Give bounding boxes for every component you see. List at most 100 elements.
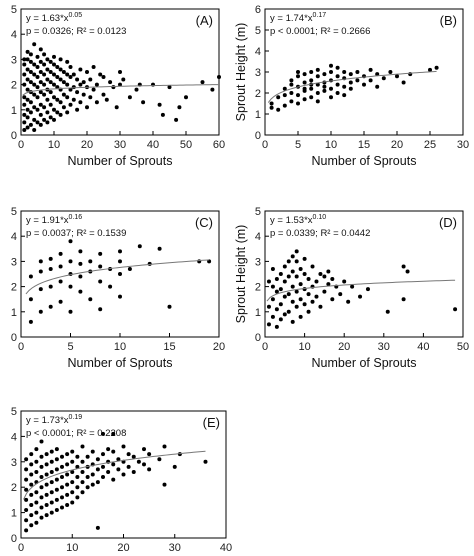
data-point	[101, 92, 106, 97]
x-tick-label: 10	[298, 341, 310, 353]
data-point	[60, 505, 64, 510]
data-point	[104, 97, 109, 102]
data-point	[32, 127, 37, 132]
fit-statistics: p < 0.0001; R² = 0.2666	[270, 26, 370, 37]
data-point	[35, 120, 40, 125]
data-point	[35, 75, 40, 80]
data-point	[38, 269, 43, 274]
data-point	[68, 87, 73, 92]
data-point	[35, 64, 40, 69]
fit-equation: y = 1.74*x0.17	[270, 12, 326, 24]
data-point	[101, 452, 105, 457]
x-tick-label: 10	[325, 139, 337, 151]
data-point	[48, 304, 53, 309]
data-point	[322, 84, 327, 89]
data-point	[49, 480, 54, 485]
fit-curve	[23, 450, 206, 500]
data-point	[39, 464, 44, 469]
data-point	[28, 70, 33, 74]
data-point	[302, 97, 307, 102]
fit-statistics: p < 0.0001; R² = 0.2208	[26, 428, 126, 439]
x-tick-label: 20	[81, 139, 93, 151]
data-point	[24, 457, 29, 462]
fit-curve	[267, 70, 437, 103]
data-point	[80, 469, 85, 474]
data-point	[157, 102, 162, 107]
data-point	[116, 467, 121, 472]
data-point	[29, 502, 34, 507]
data-point	[289, 99, 294, 104]
fit-equation-exponent: 0.16	[69, 214, 83, 221]
data-point	[65, 482, 70, 487]
data-point	[80, 459, 85, 464]
data-point	[274, 324, 279, 329]
data-point	[42, 62, 47, 67]
data-point	[368, 78, 373, 83]
data-point	[61, 105, 66, 110]
data-point	[270, 297, 275, 302]
data-point	[172, 464, 177, 469]
data-point	[177, 105, 182, 110]
x-tick-label: 5	[295, 139, 301, 151]
data-point	[38, 70, 43, 74]
data-point	[28, 59, 33, 64]
data-point	[294, 259, 299, 264]
x-axis-label: Number of Sprouts	[312, 356, 417, 370]
data-point	[91, 64, 96, 69]
data-point	[294, 274, 299, 279]
data-point	[101, 75, 106, 80]
data-point	[326, 269, 331, 274]
data-point	[24, 528, 29, 533]
data-point	[54, 457, 59, 462]
data-point	[315, 91, 320, 95]
data-point	[85, 70, 89, 74]
data-point	[38, 80, 43, 85]
data-point	[58, 67, 63, 72]
fit-equation: y = 1.63*x0.05	[26, 12, 82, 24]
data-point	[167, 85, 172, 90]
data-point	[108, 80, 113, 85]
data-point	[24, 518, 29, 523]
data-point	[348, 80, 353, 85]
x-tick-label: 0	[262, 139, 268, 151]
data-point	[381, 76, 386, 81]
data-point	[29, 462, 34, 467]
y-tick-label: 0	[11, 533, 17, 545]
data-point	[49, 510, 54, 515]
fit-equation: y = 1.73*x0.19	[26, 414, 82, 426]
data-point	[88, 259, 93, 264]
data-point	[294, 289, 299, 294]
data-point	[355, 70, 360, 74]
data-point	[29, 482, 34, 487]
data-point	[306, 277, 311, 282]
data-point	[111, 449, 116, 454]
data-point	[346, 299, 351, 304]
data-point	[302, 80, 307, 85]
data-point	[39, 485, 44, 490]
panel-d: 0 10 20 30 40 50 0 1 2 3 4 5 Number of Sprouts Sprout…	[234, 206, 469, 370]
data-point	[52, 95, 56, 100]
data-point	[296, 74, 300, 79]
y-tick-label: 5	[11, 206, 17, 218]
data-point	[314, 294, 319, 299]
data-point	[49, 459, 54, 464]
data-point	[121, 444, 126, 449]
data-point	[335, 65, 340, 70]
data-point	[269, 101, 274, 106]
data-point	[71, 85, 76, 90]
data-point	[282, 103, 287, 108]
y-tick-label: 2	[11, 282, 17, 294]
data-point	[200, 80, 205, 85]
data-point	[54, 447, 59, 452]
data-point	[75, 90, 80, 95]
data-point	[78, 289, 83, 294]
data-point	[266, 304, 271, 309]
data-point	[60, 495, 64, 500]
y-tick-label: 2	[11, 482, 17, 494]
data-point	[286, 309, 291, 314]
x-tick-label: 10	[66, 542, 78, 554]
data-point	[98, 264, 103, 269]
data-point	[52, 72, 56, 77]
x-tick-label: 20	[117, 542, 129, 554]
data-point	[315, 99, 320, 104]
